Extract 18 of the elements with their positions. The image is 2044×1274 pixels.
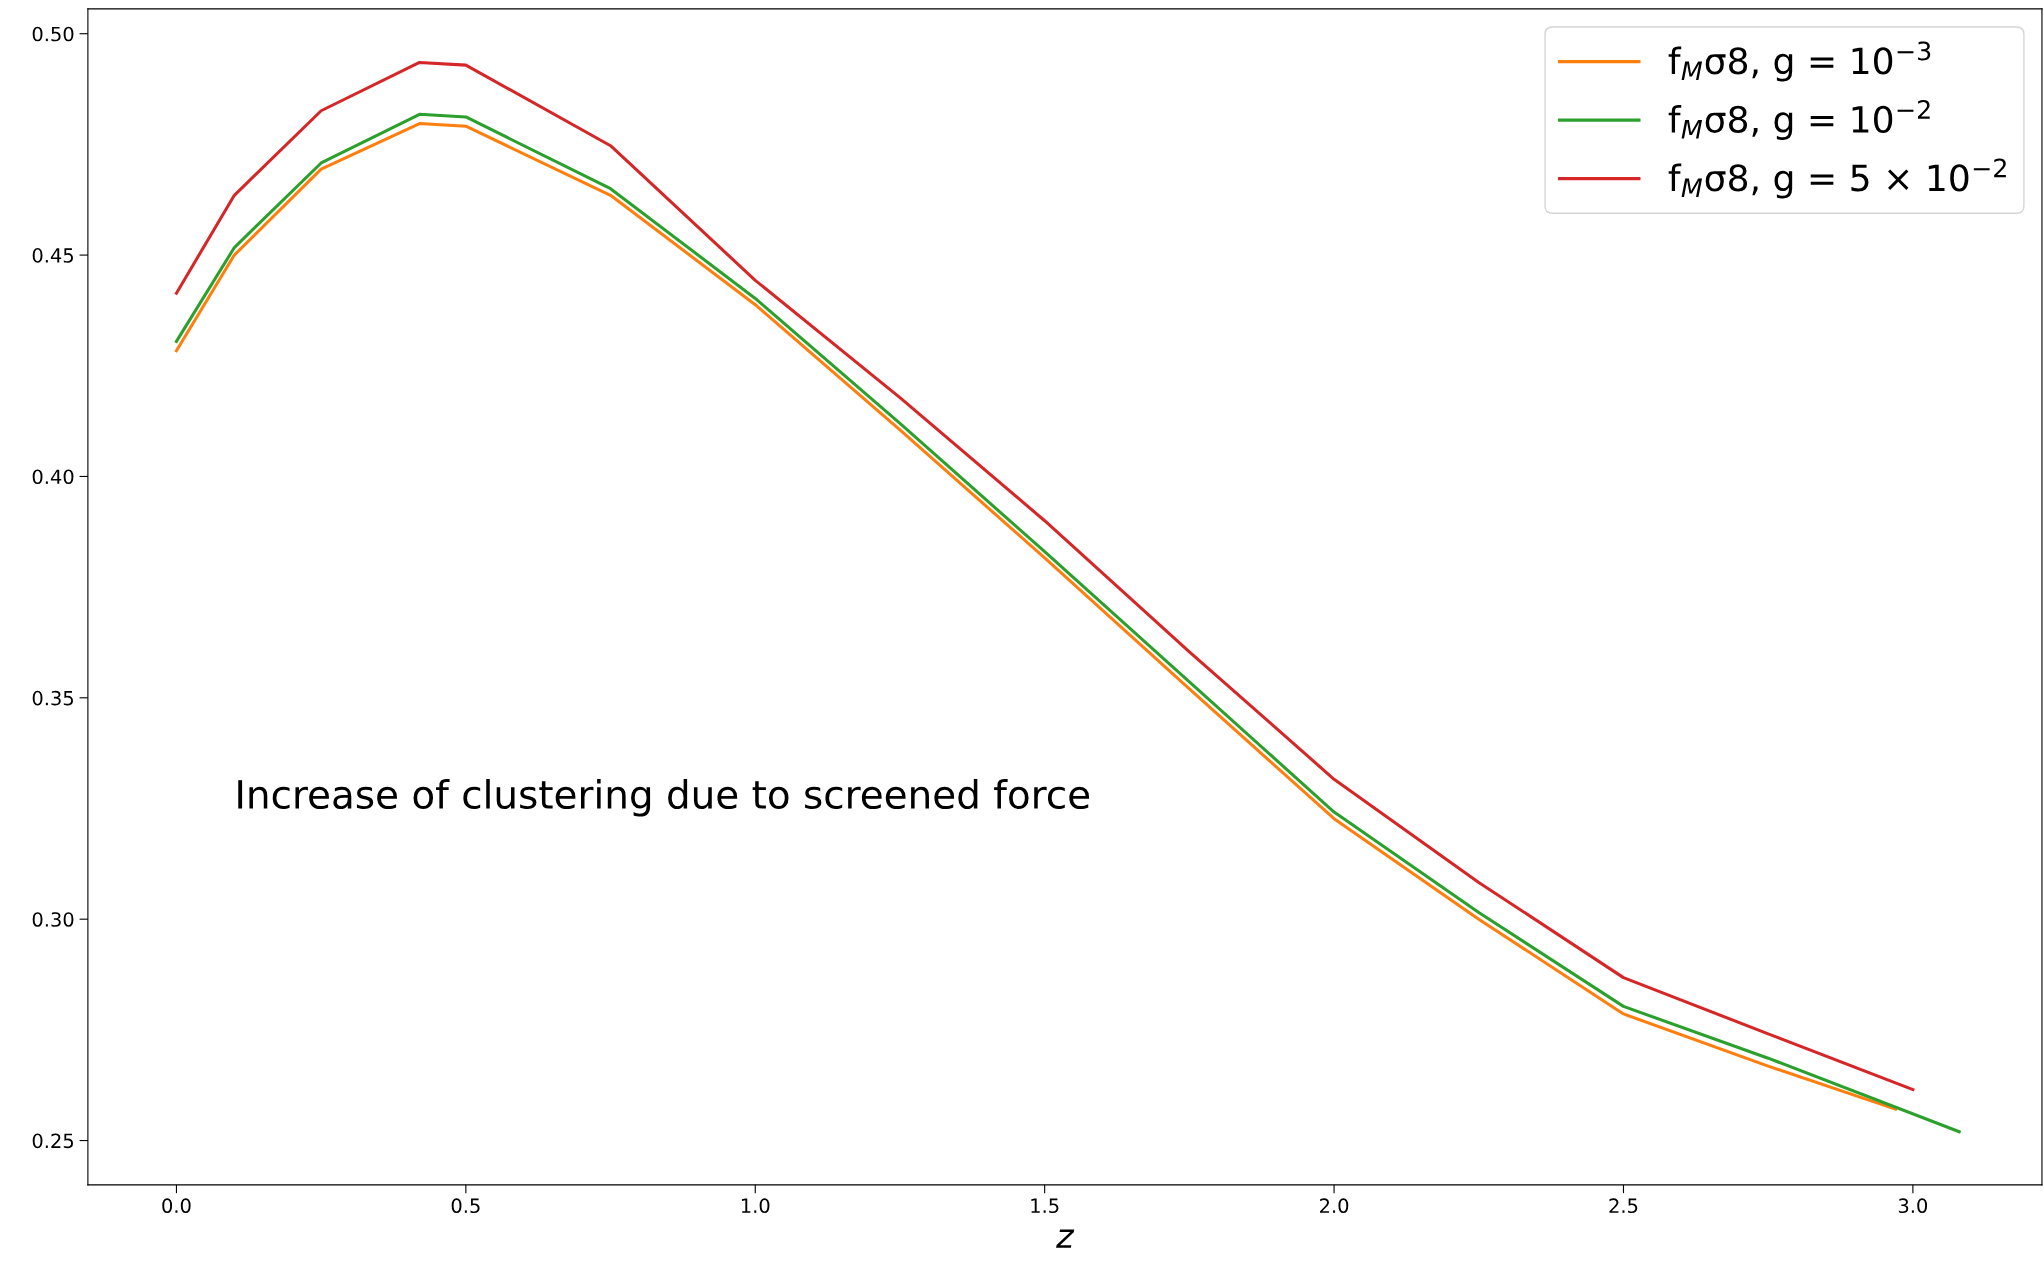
y-tick-label: 0.45 [32,248,73,263]
x-tick-label: 2.5 [1609,1198,1638,1214]
y-tick-label: 0.35 [32,690,73,706]
x-tick-label: 1.5 [1031,1198,1059,1214]
x-tick-label: 0.0 [162,1198,191,1214]
annotation: Increase of clustering due to screened force [238,778,1090,817]
legend-label: f$_{M}$σ8, g = 5 × 10$^{−2}$ [1668,158,2006,199]
y-tick-label: 0.50 [32,26,74,42]
y-tick-label: 0.25 [32,1133,73,1149]
x-tick-label: 2.0 [1320,1198,1349,1214]
x-tick-label: 1.0 [741,1198,770,1214]
x-tick-label: 3.0 [1898,1198,1928,1214]
y-tick-label: 0.30 [32,912,74,927]
y-tick-label: 0.40 [32,469,74,485]
legend-label: f$_{M}$σ8, g = 10$^{−3}$ [1668,41,1931,82]
x-tick-label: 0.5 [451,1198,480,1214]
x-axis-title: z [1056,1229,1075,1248]
legend-label: f$_{M}$σ8, g = 10$^{−2}$ [1668,99,1930,141]
